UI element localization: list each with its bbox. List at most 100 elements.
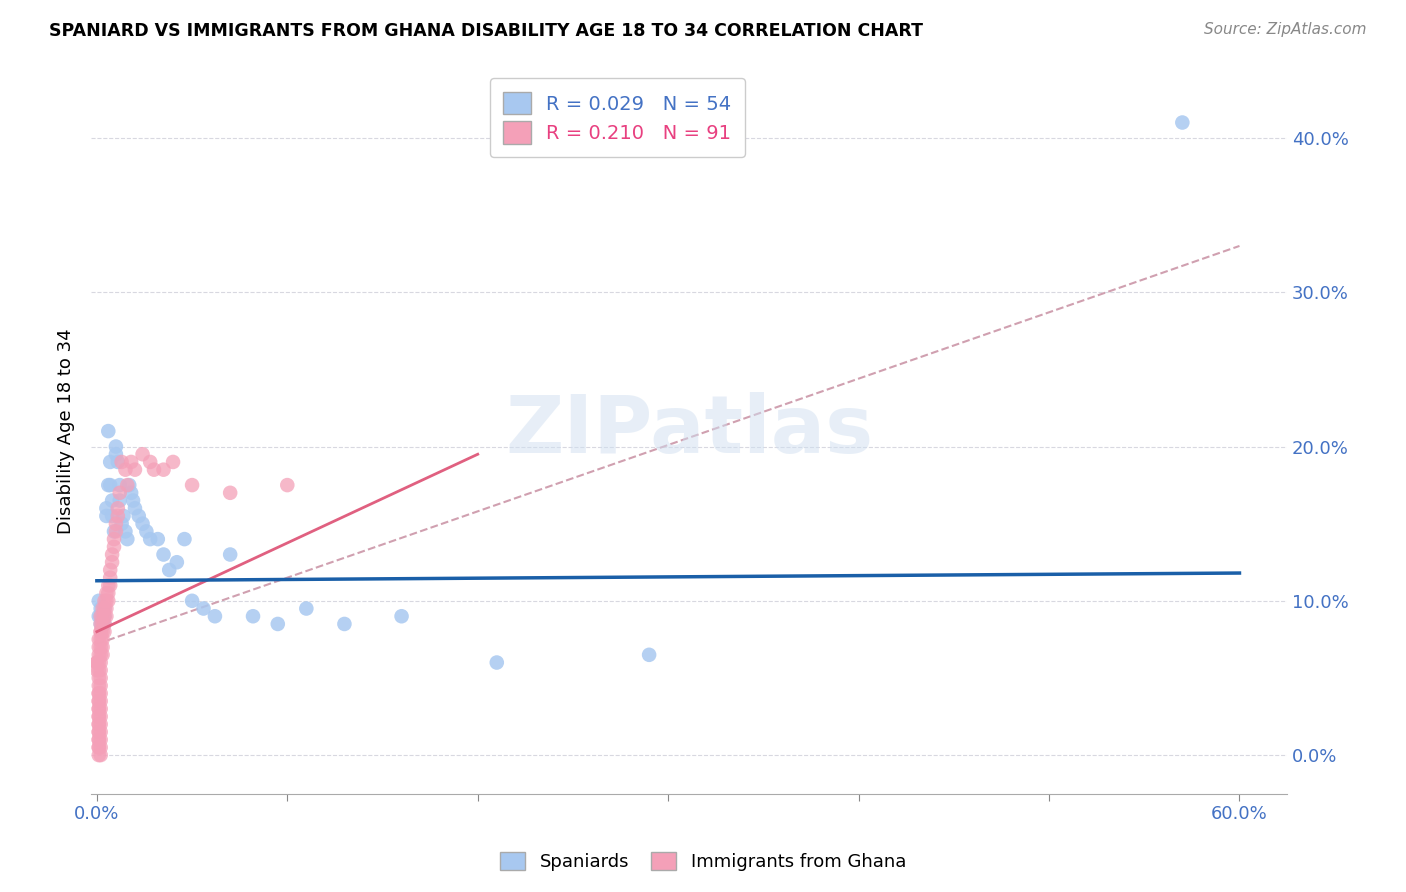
Point xyxy=(101,555,124,569)
Point xyxy=(90,640,112,654)
Point xyxy=(117,478,139,492)
Legend: R = 0.029   N = 54, R = 0.210   N = 91: R = 0.029 N = 54, R = 0.210 N = 91 xyxy=(489,78,745,157)
Point xyxy=(91,624,114,639)
Point xyxy=(87,732,110,747)
Point xyxy=(86,656,108,670)
Legend: Spaniards, Immigrants from Ghana: Spaniards, Immigrants from Ghana xyxy=(492,845,914,879)
Point xyxy=(107,455,129,469)
Point xyxy=(87,656,110,670)
Point xyxy=(91,609,114,624)
Point xyxy=(204,609,226,624)
Point xyxy=(117,532,139,546)
Point xyxy=(112,508,135,523)
Point xyxy=(173,532,195,546)
Point xyxy=(104,524,127,539)
Point xyxy=(485,656,508,670)
Point xyxy=(91,617,114,632)
Point xyxy=(139,455,162,469)
Point xyxy=(93,617,115,632)
Point xyxy=(87,732,110,747)
Point xyxy=(87,694,110,708)
Point xyxy=(87,663,110,677)
Point xyxy=(90,656,112,670)
Point xyxy=(103,532,125,546)
Point xyxy=(87,709,110,723)
Point xyxy=(107,501,129,516)
Point xyxy=(91,601,114,615)
Point xyxy=(90,702,112,716)
Point xyxy=(97,594,120,608)
Point xyxy=(152,548,174,562)
Point xyxy=(87,740,110,755)
Point xyxy=(120,485,142,500)
Point xyxy=(638,648,661,662)
Point xyxy=(90,686,112,700)
Point xyxy=(128,508,150,523)
Point xyxy=(90,717,112,731)
Point xyxy=(124,501,146,516)
Point xyxy=(103,524,125,539)
Point xyxy=(111,455,134,469)
Point xyxy=(90,694,112,708)
Point xyxy=(87,640,110,654)
Point xyxy=(90,624,112,639)
Point xyxy=(90,663,112,677)
Point xyxy=(139,532,162,546)
Point xyxy=(90,740,112,755)
Point xyxy=(90,648,112,662)
Point xyxy=(219,485,242,500)
Point xyxy=(98,478,121,492)
Point xyxy=(90,632,112,647)
Point xyxy=(90,609,112,624)
Point xyxy=(131,447,153,461)
Point xyxy=(93,609,115,624)
Point xyxy=(90,609,112,624)
Point xyxy=(108,478,131,492)
Point xyxy=(131,516,153,531)
Point xyxy=(96,586,118,600)
Point xyxy=(162,455,184,469)
Point xyxy=(93,594,115,608)
Point xyxy=(87,671,110,685)
Point xyxy=(193,601,215,615)
Point xyxy=(101,508,124,523)
Point xyxy=(97,424,120,438)
Point xyxy=(111,516,134,531)
Point xyxy=(90,671,112,685)
Point xyxy=(87,694,110,708)
Point xyxy=(93,601,115,615)
Point xyxy=(157,563,180,577)
Point xyxy=(87,748,110,763)
Point xyxy=(166,555,188,569)
Point xyxy=(97,478,120,492)
Point xyxy=(86,656,108,670)
Point xyxy=(135,524,157,539)
Point xyxy=(91,612,114,626)
Point xyxy=(295,601,318,615)
Point xyxy=(101,548,124,562)
Point xyxy=(333,617,356,632)
Point xyxy=(87,648,110,662)
Point xyxy=(98,563,121,577)
Point xyxy=(87,609,110,624)
Point xyxy=(87,717,110,731)
Point xyxy=(98,578,121,592)
Point xyxy=(108,493,131,508)
Point xyxy=(87,725,110,739)
Point xyxy=(98,571,121,585)
Point xyxy=(124,463,146,477)
Point xyxy=(91,648,114,662)
Point xyxy=(219,548,242,562)
Point xyxy=(181,594,204,608)
Point xyxy=(90,709,112,723)
Point xyxy=(146,532,169,546)
Point xyxy=(114,463,136,477)
Y-axis label: Disability Age 18 to 34: Disability Age 18 to 34 xyxy=(58,328,75,534)
Point xyxy=(276,478,298,492)
Point xyxy=(87,702,110,716)
Point xyxy=(143,463,166,477)
Point xyxy=(122,493,145,508)
Point xyxy=(86,663,108,677)
Point xyxy=(101,493,124,508)
Point xyxy=(90,617,112,632)
